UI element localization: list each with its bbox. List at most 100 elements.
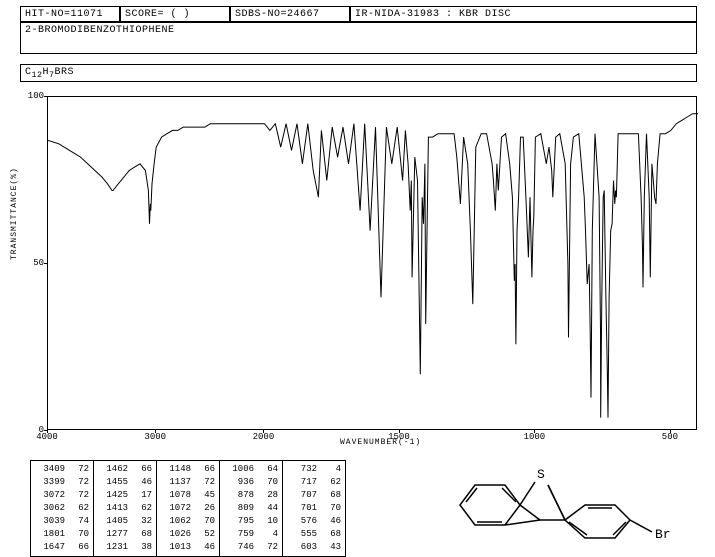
peak-tr: 45 xyxy=(197,489,215,502)
peak-wn: 1647 xyxy=(35,541,65,554)
peak-tr: 72 xyxy=(71,476,89,489)
peak-wn: 795 xyxy=(224,515,254,528)
molecule-svg: S Br xyxy=(440,460,690,545)
x-tick-mark xyxy=(670,430,671,433)
peak-tr: 4 xyxy=(260,528,278,541)
peak-column: 1462661455 461425171413 62 1405 321277681231… xyxy=(94,461,157,556)
y-axis-label: TRANSMITTANCE(%) xyxy=(10,167,19,260)
peak-tr: 64 xyxy=(260,463,278,476)
peak-tr: 70 xyxy=(71,528,89,541)
peak-wn: 1413 xyxy=(98,502,128,515)
hit-no-text: HIT-NO=11071 xyxy=(25,9,103,20)
peak-wn: 936 xyxy=(224,476,254,489)
peak-tr: 68 xyxy=(323,489,341,502)
spectrum-line xyxy=(48,114,698,418)
peak-tr: 72 xyxy=(71,463,89,476)
peak-tr: 62 xyxy=(71,502,89,515)
peak-row: 101346 xyxy=(161,541,215,554)
peak-row: 1413 62 xyxy=(98,502,152,515)
peak-tr: 46 xyxy=(134,476,152,489)
molecule-structure: S Br xyxy=(440,460,690,545)
y-tick-label: 100 xyxy=(26,91,44,101)
peak-column: 1148661137721078451072261062701026521013… xyxy=(157,461,220,556)
x-tick-label: 4000 xyxy=(36,432,58,442)
peak-tr: 32 xyxy=(134,515,152,528)
x-tick-mark xyxy=(534,430,535,433)
peak-wn: 3072 xyxy=(35,489,65,502)
score-field: SCORE= ( ) xyxy=(120,6,230,22)
peak-wn: 3409 xyxy=(35,463,65,476)
peak-tr: 72 xyxy=(260,541,278,554)
peak-tr: 68 xyxy=(323,528,341,541)
peak-tr: 70 xyxy=(197,515,215,528)
y-tick-label: 50 xyxy=(26,258,44,268)
peak-wn: 701 xyxy=(287,502,317,515)
peak-row: 1137 72 xyxy=(161,476,215,489)
peak-wn: 1078 xyxy=(161,489,191,502)
peak-tr: 72 xyxy=(197,476,215,489)
peak-wn: 809 xyxy=(224,502,254,515)
peak-tr: 26 xyxy=(197,502,215,515)
peak-wn: 3062 xyxy=(35,502,65,515)
peak-row: 1405 32 xyxy=(98,515,152,528)
peak-wn: 1072 xyxy=(161,502,191,515)
peak-tr: 72 xyxy=(71,489,89,502)
peak-row: 7324 xyxy=(287,463,341,476)
x-tick-mark xyxy=(155,430,156,433)
peak-wn: 717 xyxy=(287,476,317,489)
peak-row: 339972 xyxy=(35,476,89,489)
peak-tr: 66 xyxy=(134,463,152,476)
ir-info-text: IR-NIDA-31983 : KBR DISC xyxy=(355,9,511,20)
sdbs-no-field: SDBS-NO=24667 xyxy=(230,6,350,22)
peak-row: 1062 70 xyxy=(161,515,215,528)
peak-row: 3072 72 xyxy=(35,489,89,502)
molecule-s-label: S xyxy=(537,467,545,482)
ir-info-field: IR-NIDA-31983 : KBR DISC xyxy=(350,6,697,22)
peak-row: 1078 45 xyxy=(161,489,215,502)
peak-wn: 576 xyxy=(287,515,317,528)
peak-row: 70768 xyxy=(287,489,341,502)
peak-tr: 68 xyxy=(134,528,152,541)
peak-row: 701 70 xyxy=(287,502,341,515)
peak-row: 87828 xyxy=(224,489,278,502)
peak-row: 576 46 xyxy=(287,515,341,528)
peak-wn: 1425 xyxy=(98,489,128,502)
x-tick-mark xyxy=(399,430,400,433)
peak-wn: 1231 xyxy=(98,541,128,554)
y-tick-mark xyxy=(44,263,47,264)
peak-tr: 38 xyxy=(134,541,152,554)
peak-row: 142517 xyxy=(98,489,152,502)
peak-tr: 62 xyxy=(323,476,341,489)
peak-tr: 70 xyxy=(323,502,341,515)
peak-tr: 44 xyxy=(260,502,278,515)
peak-tr: 43 xyxy=(323,541,341,554)
peak-wn: 3039 xyxy=(35,515,65,528)
formula-text: C12H7BRS xyxy=(25,67,74,80)
peak-tr: 52 xyxy=(197,528,215,541)
peak-wn: 1137 xyxy=(161,476,191,489)
peak-row: 114866 xyxy=(161,463,215,476)
peak-row: 146266 xyxy=(98,463,152,476)
peak-tr: 66 xyxy=(197,463,215,476)
spectrum-svg xyxy=(48,97,698,431)
peak-row: 60343 xyxy=(287,541,341,554)
peak-wn: 1405 xyxy=(98,515,128,528)
peak-row: 1801 70 xyxy=(35,528,89,541)
peak-row: 127768 xyxy=(98,528,152,541)
peak-row: 1231 38 xyxy=(98,541,152,554)
score-text: SCORE= ( ) xyxy=(125,9,190,20)
peak-wn: 1455 xyxy=(98,476,128,489)
peak-tr: 46 xyxy=(323,515,341,528)
compound-field: 2-BROMODIBENZOTHIOPHENE xyxy=(20,22,697,54)
peak-tr: 62 xyxy=(134,502,152,515)
peak-tr: 4 xyxy=(323,463,341,476)
molecule-br-label: Br xyxy=(655,527,671,542)
peak-tr: 28 xyxy=(260,489,278,502)
x-tick-label: 1500 xyxy=(388,432,410,442)
peak-row: 809 44 xyxy=(224,502,278,515)
peak-tr: 10 xyxy=(260,515,278,528)
peak-wn: 1801 xyxy=(35,528,65,541)
peak-row: 3062 62 xyxy=(35,502,89,515)
peak-row: 100664 xyxy=(224,463,278,476)
peak-wn: 1062 xyxy=(161,515,191,528)
